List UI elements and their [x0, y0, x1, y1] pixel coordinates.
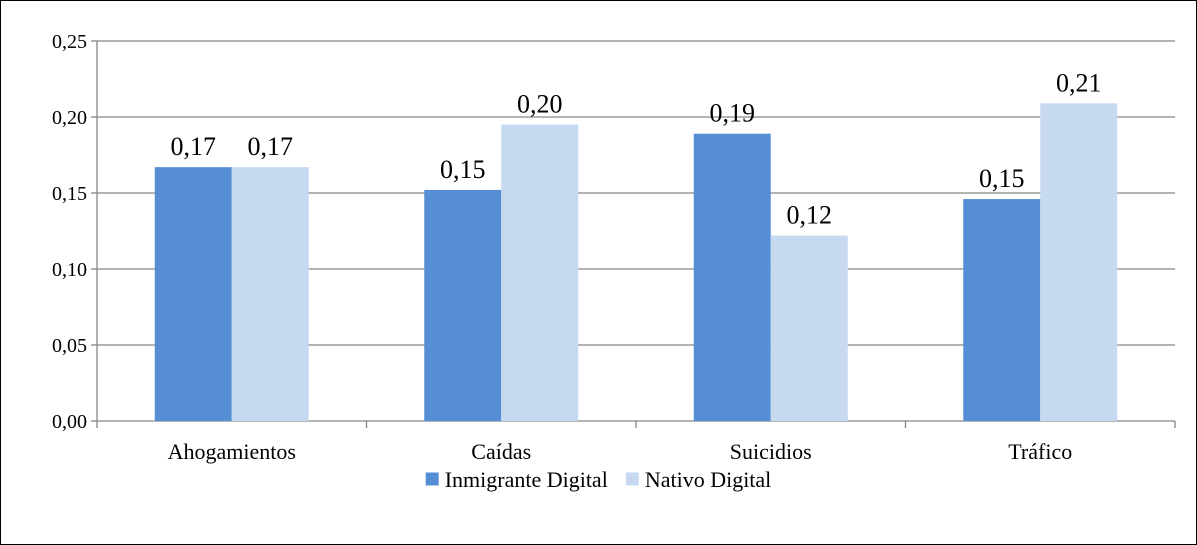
y-tick-label: 0,10 [52, 259, 87, 281]
data-label: 0,12 [787, 201, 833, 230]
bar [231, 167, 309, 421]
y-tick-label: 0,25 [52, 31, 87, 53]
bar [501, 124, 579, 421]
data-label: 0,17 [171, 132, 217, 161]
bar [693, 133, 771, 421]
y-tick-label: 0,05 [52, 335, 87, 357]
data-label: 0,15 [440, 155, 486, 184]
bar [1040, 103, 1118, 421]
category-label: Ahogamientos [168, 439, 296, 464]
data-label: 0,19 [710, 99, 756, 128]
category-label: Caídas [471, 439, 531, 464]
legend-label: Inmigrante Digital [445, 467, 608, 492]
bar [154, 167, 232, 421]
data-label: 0,17 [248, 132, 294, 161]
legend-label: Nativo Digital [645, 467, 771, 492]
category-label: Suicidios [730, 439, 812, 464]
legend-swatch [625, 472, 639, 486]
legend-swatch [425, 472, 439, 486]
y-tick-label: 0,20 [52, 107, 87, 129]
category-label: Tráfico [1008, 439, 1072, 464]
data-label: 0,21 [1056, 68, 1102, 97]
bar [963, 199, 1041, 421]
bar [424, 189, 502, 421]
bar [770, 235, 848, 421]
y-tick-label: 0,15 [52, 183, 87, 205]
y-tick-label: 0,00 [52, 411, 87, 433]
data-label: 0,20 [517, 90, 563, 119]
data-label: 0,15 [979, 164, 1025, 193]
